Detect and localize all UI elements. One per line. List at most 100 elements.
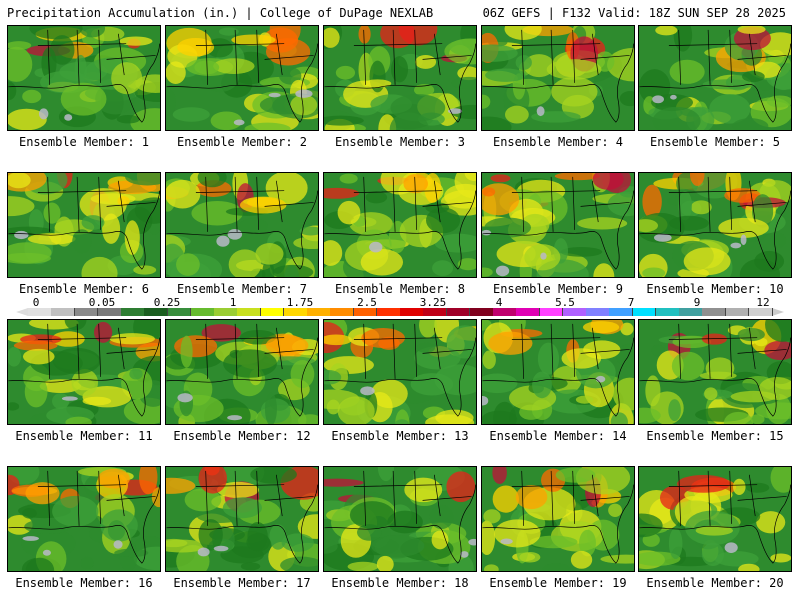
map-panel-15 [638, 319, 792, 425]
colorbar-tick-label: 0.05 [88, 296, 116, 309]
precip-map [482, 467, 634, 571]
ensemble-member-label: Ensemble Member: 9 [492, 282, 624, 296]
map-panel-4 [481, 25, 635, 131]
precip-map [482, 26, 634, 130]
precip-map [639, 26, 791, 130]
colorbar-tick-label: 0.25 [153, 296, 181, 309]
precip-colorbar [16, 308, 784, 316]
colorbar-tick-label: 3.25 [419, 296, 447, 309]
ensemble-member-label: Ensemble Member: 3 [334, 135, 466, 149]
precip-map [8, 173, 160, 277]
ensemble-member-label: Ensemble Member: 4 [492, 135, 624, 149]
map-panel-14 [481, 319, 635, 425]
colorbar-segment [237, 308, 261, 316]
precip-map [166, 173, 318, 277]
map-panel-18 [323, 466, 477, 572]
ensemble-member-label: Ensemble Member: 20 [646, 576, 784, 590]
map-panel-6 [7, 172, 161, 278]
colorbar-segment [702, 308, 726, 316]
colorbar-segment [632, 308, 657, 316]
ensemble-member-label: Ensemble Member: 7 [176, 282, 308, 296]
colorbar-segment [469, 308, 494, 316]
colorbar-segment [283, 308, 308, 316]
colorbar-segment [307, 308, 331, 316]
ensemble-member-label: Ensemble Member: 13 [331, 429, 469, 443]
ensemble-member-label: Ensemble Member: 12 [173, 429, 311, 443]
map-panel-9 [481, 172, 635, 278]
colorbar-segment [260, 308, 285, 316]
map-panel-10 [638, 172, 792, 278]
ensemble-member-label: Ensemble Member: 15 [646, 429, 784, 443]
precip-map [639, 173, 791, 277]
ensemble-member-label: Ensemble Member: 10 [646, 282, 784, 296]
colorbar-segment [330, 308, 354, 316]
precip-map [482, 173, 634, 277]
colorbar-tick-label: 0 [32, 296, 40, 309]
precip-map [324, 467, 476, 571]
colorbar-segment [74, 308, 99, 316]
colorbar-segment [190, 308, 215, 316]
ensemble-member-label: Ensemble Member: 14 [489, 429, 627, 443]
precip-map [639, 467, 791, 571]
ensemble-member-label: Ensemble Member: 19 [489, 576, 627, 590]
ensemble-member-label: Ensemble Member: 16 [15, 576, 153, 590]
map-panel-12 [165, 319, 319, 425]
precip-map [166, 467, 318, 571]
colorbar-segment [97, 308, 122, 316]
ensemble-member-label: Ensemble Member: 18 [331, 576, 469, 590]
ensemble-member-label: Ensemble Member: 11 [15, 429, 153, 443]
precip-map [8, 467, 160, 571]
map-panel-11 [7, 319, 161, 425]
precip-map [324, 320, 476, 424]
colorbar-segment [400, 308, 424, 316]
colorbar-tick-label: 1 [229, 296, 237, 309]
colorbar-segment [28, 308, 52, 316]
precip-map [482, 320, 634, 424]
colorbar-tick-label: 7 [627, 296, 635, 309]
colorbar-high-arrow [772, 308, 784, 316]
ensemble-member-label: Ensemble Member: 1 [18, 135, 150, 149]
colorbar-segment [516, 308, 540, 316]
colorbar-segment [353, 308, 378, 316]
colorbar-segment [655, 308, 680, 316]
ensemble-member-label: Ensemble Member: 17 [173, 576, 311, 590]
colorbar-segment [539, 308, 564, 316]
colorbar-segment [748, 308, 773, 316]
colorbar-segment [51, 308, 75, 316]
colorbar-segment [121, 308, 145, 316]
colorbar-segment [725, 308, 750, 316]
colorbar-segment [214, 308, 238, 316]
map-panel-2 [165, 25, 319, 131]
map-panel-1 [7, 25, 161, 131]
precip-map [324, 26, 476, 130]
colorbar-tick-label: 9 [693, 296, 701, 309]
colorbar-segment [679, 308, 703, 316]
colorbar-tick-label: 2.5 [357, 296, 377, 309]
ensemble-member-label: Ensemble Member: 5 [649, 135, 781, 149]
colorbar-segment [167, 308, 192, 316]
map-panel-5 [638, 25, 792, 131]
colorbar-tick-label: 1.75 [286, 296, 314, 309]
colorbar-segment [423, 308, 447, 316]
map-panel-16 [7, 466, 161, 572]
colorbar-tick-label: 5.5 [555, 296, 575, 309]
colorbar-segment [493, 308, 517, 316]
precip-map [166, 26, 318, 130]
map-panel-7 [165, 172, 319, 278]
precip-map [8, 26, 160, 130]
map-panel-13 [323, 319, 477, 425]
map-panel-8 [323, 172, 477, 278]
precip-map [639, 320, 791, 424]
colorbar-segment [446, 308, 471, 316]
colorbar-segment [376, 308, 401, 316]
colorbar-segment [609, 308, 633, 316]
colorbar-segment [144, 308, 168, 316]
precip-map [324, 173, 476, 277]
colorbar-segment [586, 308, 610, 316]
map-panel-20 [638, 466, 792, 572]
colorbar-segment [562, 308, 587, 316]
precip-map [8, 320, 160, 424]
colorbar-tick-label: 12 [756, 296, 770, 309]
ensemble-member-label: Ensemble Member: 6 [18, 282, 150, 296]
ensemble-member-label: Ensemble Member: 2 [176, 135, 308, 149]
